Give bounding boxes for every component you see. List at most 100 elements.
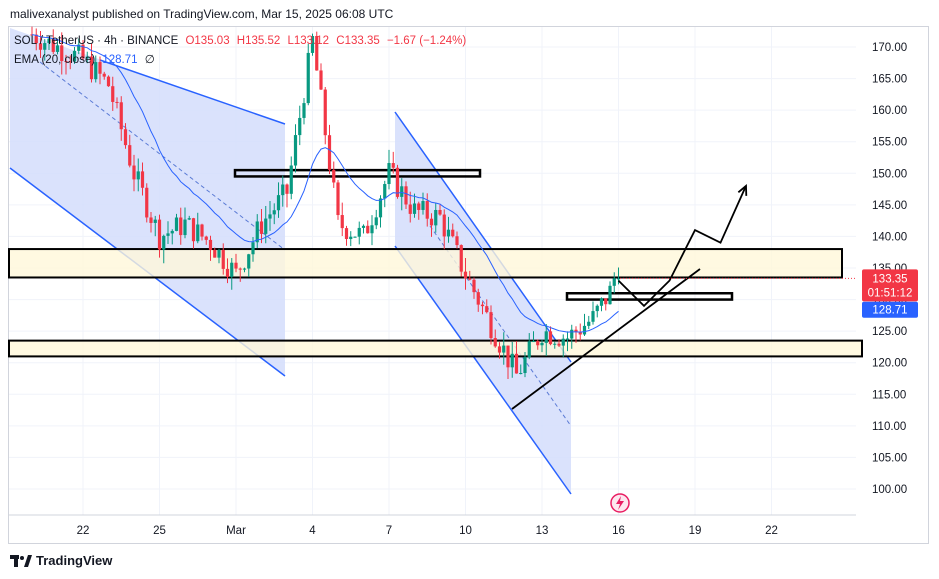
- candle-body: [608, 285, 612, 305]
- candle-body: [43, 43, 47, 50]
- candle-body: [98, 62, 102, 74]
- candle-body: [463, 271, 468, 279]
- ema-line: [31, 34, 619, 333]
- candle-body: [179, 217, 183, 236]
- lightning-icon-bolt: [616, 496, 624, 510]
- candle-body: [366, 225, 370, 234]
- candle-body: [128, 145, 132, 166]
- candle-body: [570, 329, 574, 339]
- ema-legend[interactable]: EMA (20, close) 128.71 ∅: [14, 52, 155, 66]
- candle-body: [387, 163, 391, 185]
- candle-body: [438, 209, 442, 215]
- drawings: [511, 184, 856, 513]
- tradingview-logo[interactable]: TradingView: [10, 553, 112, 568]
- candle-body: [310, 35, 315, 53]
- candle-body: [115, 101, 119, 103]
- close-value: C133.35: [336, 35, 380, 47]
- channel-top-line-2: [394, 111, 572, 363]
- candle-body: [225, 268, 230, 277]
- candle-body: [527, 341, 531, 358]
- candle-body: [434, 209, 438, 226]
- candle-body: [391, 163, 395, 168]
- time-tick-label: 13: [536, 525, 549, 537]
- candle-body: [476, 292, 480, 305]
- candle-body: [455, 236, 459, 246]
- candle-body: [357, 227, 361, 237]
- tradingview-logo-icon: [10, 554, 32, 567]
- projection-path: [617, 185, 747, 308]
- symbol-label: SOL / TetherUS · 4h · BINANCE: [14, 35, 179, 47]
- candle-body: [344, 228, 349, 240]
- candle-body: [319, 70, 323, 90]
- candle-body: [191, 218, 196, 242]
- change-value: −1.67 (−1.24%): [386, 35, 467, 47]
- chart-frame: [8, 26, 929, 544]
- candle-body: [217, 249, 221, 258]
- candle-body: [421, 201, 425, 210]
- price-tick-label: 105.00: [872, 452, 907, 464]
- candle-body: [519, 373, 523, 375]
- candle-body: [230, 262, 234, 277]
- time-tick-label: Mar: [226, 525, 246, 537]
- candle-body: [174, 217, 179, 231]
- high-value: H135.52: [236, 35, 281, 47]
- ema-price-label: 128.71: [872, 305, 907, 317]
- price-tick-label: 120.00: [872, 358, 907, 370]
- candle-body: [408, 204, 412, 214]
- candle-body: [472, 279, 476, 293]
- zone-rect: [8, 339, 863, 358]
- candle-body: [349, 236, 353, 240]
- candle-body: [548, 331, 553, 345]
- candle-body: [72, 50, 77, 62]
- candle-body: [442, 214, 446, 237]
- price-tick-label: 125.00: [872, 326, 907, 338]
- candle-body: [204, 236, 208, 240]
- candle-body: [493, 338, 497, 347]
- candle-body: [565, 338, 570, 340]
- candle-body: [119, 102, 123, 130]
- candle-body: [183, 219, 187, 236]
- candle-body: [106, 76, 111, 87]
- time-scale[interactable]: 22 25 Mar 4 7 10 13 16 19 22: [9, 514, 856, 537]
- candle-body: [162, 235, 166, 250]
- ema-value: 128.71: [102, 54, 138, 66]
- candle-body: [506, 345, 510, 368]
- candle-body: [64, 61, 68, 63]
- time-tick-label: 25: [153, 525, 166, 537]
- candle-body: [323, 89, 327, 136]
- time-tick-label: 22: [765, 525, 778, 537]
- candle-body: [281, 184, 285, 196]
- candle-body: [327, 135, 332, 170]
- candle-body: [77, 44, 81, 51]
- zones: [8, 168, 863, 358]
- candle-body: [157, 219, 162, 250]
- candle-body: [612, 278, 616, 286]
- price-tick-label: 160.00: [872, 105, 907, 117]
- candle-body: [196, 224, 200, 242]
- candle-body: [361, 225, 366, 228]
- candle-body: [595, 305, 599, 312]
- candle-body: [302, 103, 306, 118]
- time-tick-label: 10: [459, 525, 472, 537]
- candle-body: [510, 353, 514, 368]
- candles: [30, 26, 621, 380]
- price-tick-label: 100.00: [872, 484, 907, 496]
- lightning-icon: [610, 493, 630, 513]
- symbol-legend[interactable]: SOL / TetherUS · 4h · BINANCE O135.03 H1…: [14, 35, 466, 47]
- candle-body: [604, 298, 608, 305]
- candle-body: [306, 52, 310, 104]
- candle-body: [497, 346, 502, 353]
- candle-body: [132, 165, 136, 180]
- candle-body: [47, 38, 51, 44]
- candle-body: [480, 304, 485, 307]
- last-price-label: 133.35: [872, 273, 907, 285]
- candle-body: [557, 343, 561, 346]
- candle-body: [370, 225, 374, 234]
- price-scale[interactable]: 170.00 165.00 160.00 155.00 150.00 145.00 140.…: [862, 42, 918, 496]
- candle-body: [378, 198, 383, 218]
- candle-body: [289, 165, 293, 194]
- candle-body: [429, 218, 434, 226]
- candle-body: [94, 62, 98, 80]
- brand-label: TradingView: [36, 553, 113, 568]
